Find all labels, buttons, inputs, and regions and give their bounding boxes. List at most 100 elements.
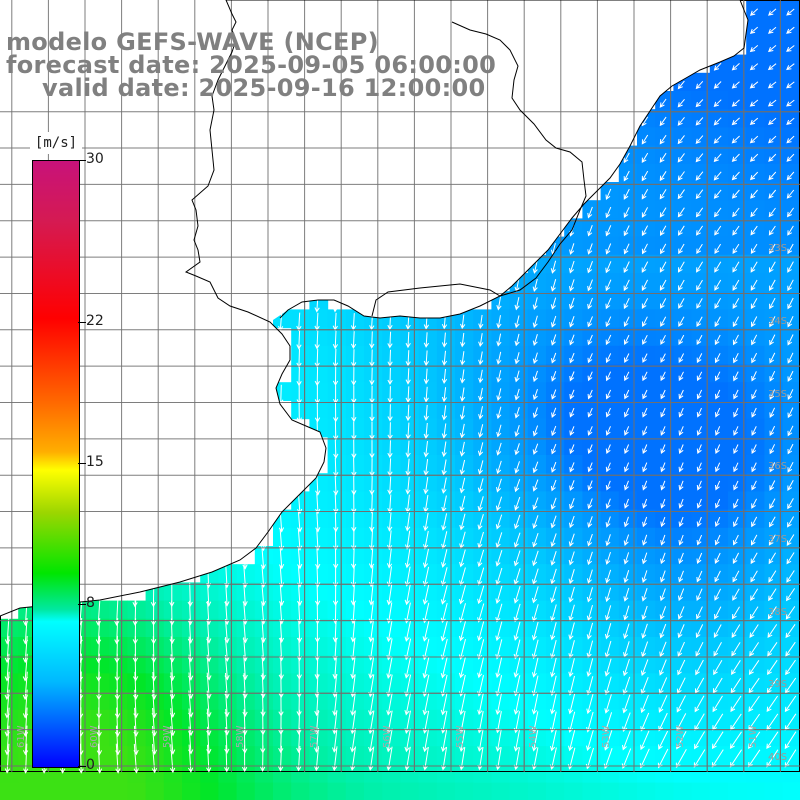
- wind-speed-cell: [109, 728, 128, 747]
- wind-speed-cell: [109, 764, 128, 784]
- wind-arrow: [224, 708, 230, 736]
- wind-speed-cell: [782, 254, 800, 274]
- wind-speed-cell: [145, 746, 165, 765]
- wind-speed-cell: [200, 637, 219, 656]
- wind-speed-cell: [382, 436, 401, 456]
- wind-speed-cell: [491, 746, 511, 765]
- wind-arrow: [660, 334, 666, 345]
- wind-arrow: [550, 675, 557, 697]
- wind-arrow: [660, 444, 666, 455]
- wind-arrow: [787, 334, 794, 346]
- wind-speed-cell: [782, 582, 800, 602]
- wind-arrow: [495, 496, 503, 512]
- wind-arrow: [478, 333, 484, 348]
- wind-arrow: [659, 98, 667, 108]
- wind-arrow: [422, 692, 430, 716]
- wind-arrow: [151, 654, 157, 682]
- wind-speed-cell: [527, 637, 547, 656]
- wind-arrow: [568, 640, 575, 659]
- wind-speed-cell: [564, 218, 583, 238]
- wind-arrow: [786, 189, 795, 199]
- wind-arrow: [787, 207, 795, 218]
- wind-arrow: [315, 529, 321, 551]
- wind-arrow: [749, 606, 759, 620]
- wind-arrow: [531, 657, 539, 678]
- wind-arrow: [333, 439, 339, 459]
- wind-speed-cell: [709, 127, 729, 147]
- wind-arrow: [695, 189, 704, 200]
- wind-speed-cell: [509, 345, 529, 365]
- wind-arrow: [623, 516, 629, 528]
- wind-arrow: [550, 279, 557, 292]
- wind-speed-cell: [582, 546, 602, 565]
- wind-speed-cell: [455, 473, 474, 492]
- wind-speed-cell: [527, 728, 547, 747]
- wind-speed-cell: [618, 782, 638, 800]
- wind-speed-cell: [345, 509, 365, 529]
- wind-arrow: [659, 189, 667, 200]
- wind-speed-cell: [491, 309, 511, 329]
- wind-speed-cell: [782, 655, 800, 674]
- wind-speed-cell: [109, 673, 128, 693]
- wind-speed-cell: [436, 546, 456, 565]
- wind-arrow: [659, 116, 667, 127]
- wind-speed-cell: [473, 400, 492, 420]
- wind-arrow: [623, 188, 630, 200]
- wind-speed-cell: [364, 382, 383, 401]
- colorbar-tick-label: 8: [86, 595, 95, 612]
- wind-arrow: [586, 587, 593, 603]
- wind-speed-cell: [473, 364, 492, 383]
- wind-speed-cell: [182, 728, 201, 747]
- wind-arrow: [660, 243, 667, 255]
- wind-arrow: [713, 171, 722, 181]
- wind-arrow: [315, 511, 321, 533]
- wind-speed-cell: [782, 546, 800, 565]
- wind-arrow: [405, 404, 411, 422]
- wind-speed-cell: [236, 764, 256, 784]
- wind-arrow: [695, 153, 704, 163]
- wind-speed-cell: [782, 491, 800, 511]
- wind-arrow: [605, 498, 611, 510]
- wind-speed-cell: [291, 582, 310, 602]
- wind-arrow: [531, 586, 539, 604]
- wind-speed-cell: [564, 564, 583, 583]
- wind-arrow: [151, 744, 158, 774]
- wind-speed-cell: [418, 637, 438, 656]
- wind-arrow: [333, 403, 339, 423]
- wind-speed-cell: [345, 691, 365, 711]
- wind-speed-cell: [345, 782, 365, 800]
- wind-speed-cell: [546, 673, 565, 693]
- wind-speed-cell: [291, 382, 310, 401]
- wind-speed-cell: [764, 764, 784, 784]
- wind-speed-cell: [182, 655, 201, 674]
- wind-arrow: [769, 498, 776, 510]
- wind-speed-cell: [473, 673, 492, 693]
- wind-arrow: [496, 442, 502, 456]
- wind-speed-cell: [546, 564, 565, 583]
- wind-speed-cell: [436, 600, 456, 620]
- wind-speed-cell: [527, 764, 547, 784]
- wind-arrow: [677, 225, 685, 236]
- wind-speed-cell: [709, 764, 729, 784]
- wind-speed-cell: [327, 345, 347, 365]
- wind-speed-cell: [618, 564, 638, 583]
- wind-arrow: [694, 695, 705, 713]
- wind-arrow: [676, 713, 687, 732]
- wind-speed-cell: [509, 546, 529, 565]
- wind-arrow: [587, 297, 593, 310]
- wind-arrow: [695, 624, 704, 639]
- wind-arrow: [242, 709, 248, 736]
- wind-speed-cell: [345, 309, 365, 329]
- wind-speed-cell: [418, 418, 438, 438]
- wind-arrow: [731, 135, 740, 144]
- wind-speed-cell: [582, 782, 602, 800]
- wind-arrow: [787, 516, 795, 528]
- wind-arrow: [678, 334, 685, 346]
- wind-speed-cell: [582, 637, 602, 656]
- wind-speed-cell: [491, 436, 511, 456]
- wind-speed-cell: [618, 764, 638, 784]
- wind-arrow: [712, 695, 723, 713]
- wind-arrow: [587, 371, 593, 382]
- wind-speed-cell: [491, 418, 511, 438]
- wind-speed-cell: [182, 764, 201, 784]
